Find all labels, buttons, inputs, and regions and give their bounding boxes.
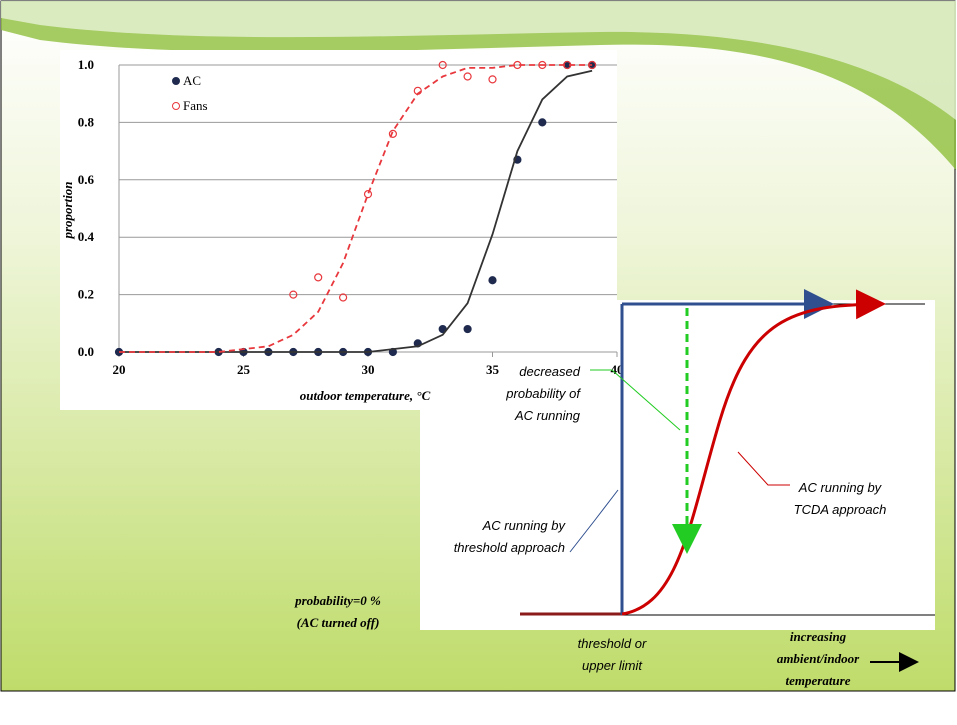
data-point (438, 60, 447, 70)
legend-marker (172, 77, 180, 85)
y-tick-label: 1.0 (78, 57, 94, 72)
annotation: upper limit (582, 658, 643, 673)
x-tick-label: 25 (237, 362, 251, 377)
x-tick-label: 35 (486, 362, 500, 377)
chart: 0.0 0.2 0.4 0.6 0.8 1.0 20 25 30 35 40 outdoor temp… (60, 57, 624, 403)
data-point (314, 273, 323, 282)
data-point (339, 293, 348, 302)
x-axis-label: outdoor temperature, °C (300, 388, 431, 403)
callout (737, 451, 790, 486)
data-point (488, 276, 497, 285)
y-tick-label: 0.2 (78, 287, 94, 302)
data-point (538, 118, 547, 127)
data-point (289, 290, 298, 299)
callout (569, 489, 619, 553)
annotation: AC running by (798, 480, 883, 495)
legend-marker (172, 102, 180, 110)
fit-curve (119, 69, 593, 353)
top-swoosh (1, 1, 956, 170)
annotation: probability of (505, 386, 581, 401)
y-axis-label: proportion (60, 181, 75, 239)
annotation: increasing (790, 629, 847, 644)
y-tick-label: 0.0 (78, 344, 94, 359)
annotation: AC running by (482, 518, 567, 533)
y-tick-label: 0.4 (78, 229, 95, 244)
annotation: TCDA approach (794, 502, 887, 517)
legend-label: Fans (183, 98, 208, 113)
annotation: temperature (786, 673, 851, 688)
data-point (363, 190, 373, 199)
x-tick-label: 40 (611, 362, 624, 377)
callout (590, 369, 681, 431)
annotation: probability=0 % (294, 593, 381, 608)
annotation: threshold approach (454, 540, 565, 555)
annotation: threshold or (578, 636, 647, 651)
diagram: decreased probability of AC running AC runn… (294, 289, 935, 688)
diagram-bg (420, 300, 935, 630)
x-tick-label: 20 (113, 362, 126, 377)
annotation: decreased (519, 364, 580, 379)
fit-curve (119, 64, 593, 353)
data-point (463, 324, 472, 334)
data-point (463, 72, 472, 81)
annotation: ambient/indoor (777, 651, 860, 666)
annotation: AC running (514, 408, 581, 423)
data-point (488, 75, 497, 84)
annotation: (AC turned off) (297, 615, 380, 630)
y-tick-label: 0.8 (78, 114, 95, 129)
y-tick-label: 0.6 (78, 172, 95, 187)
x-tick-label: 30 (362, 362, 375, 377)
data-point (538, 60, 547, 70)
tcda-curve (621, 289, 886, 616)
data-point (587, 60, 597, 70)
data-point (388, 129, 397, 138)
legend-label: AC (183, 73, 201, 88)
top-swoosh-light (1, 1, 956, 120)
